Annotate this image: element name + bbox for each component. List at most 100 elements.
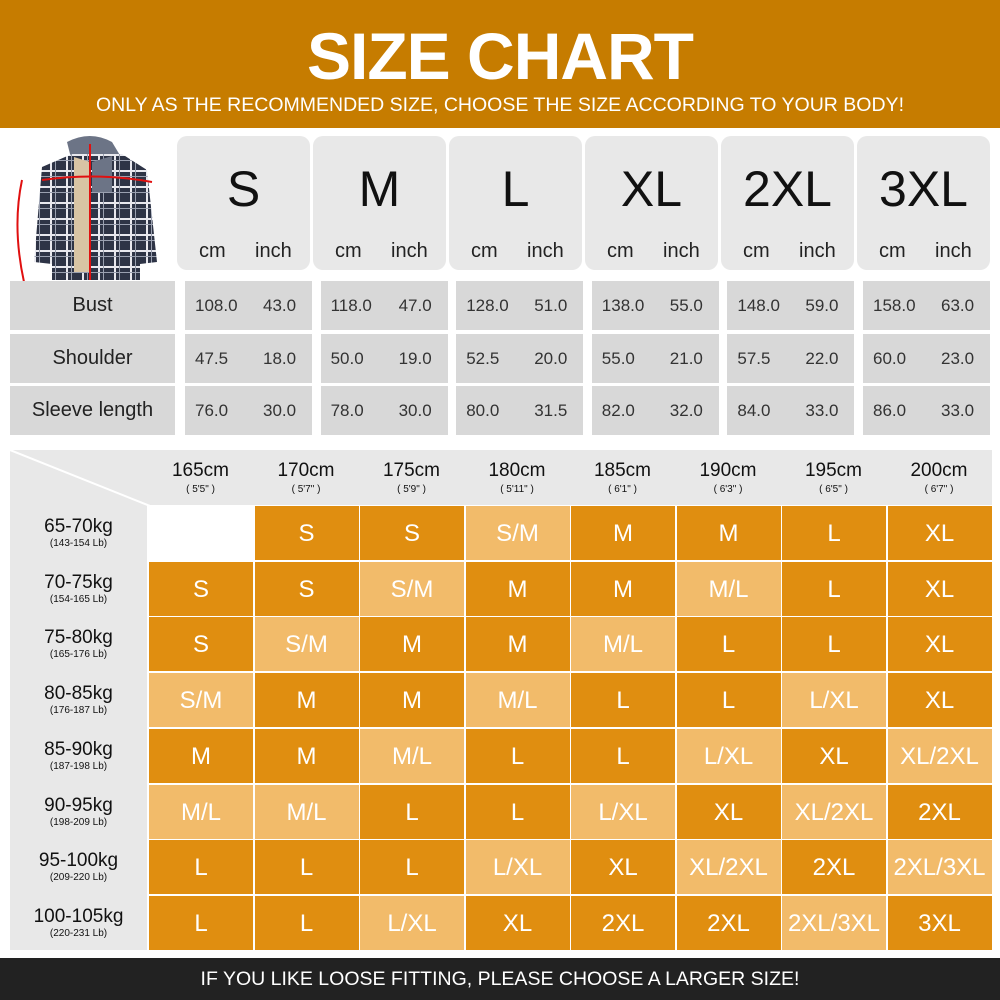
size-cell: M bbox=[465, 617, 570, 672]
size-cell: M bbox=[254, 673, 359, 728]
value-inch: 51.0 bbox=[534, 296, 568, 315]
size-cell: 2XL/3XL bbox=[887, 840, 992, 895]
size-cell: XL bbox=[887, 506, 992, 560]
size-cell: M bbox=[571, 561, 675, 616]
measure-value-cell: 47.5 18.0 bbox=[185, 334, 312, 383]
size-cell: S bbox=[360, 506, 464, 560]
measure-label: Bust bbox=[10, 281, 175, 330]
measure-value-cell: 158.0 63.0 bbox=[863, 281, 990, 330]
size-cell: S bbox=[254, 506, 359, 560]
measure-value-cell: 82.0 32.0 bbox=[591, 386, 719, 435]
height-header: 190cm ( 6'3" ) bbox=[676, 460, 781, 495]
measure-value-cell: 138.0 55.0 bbox=[591, 281, 719, 330]
height-ft: ( 5'9" ) bbox=[397, 484, 426, 495]
size-name: 2XL bbox=[743, 161, 832, 217]
size-cell: M/L bbox=[360, 728, 464, 783]
weight-lb: (143-154 Lb) bbox=[49, 538, 108, 549]
measure-value-cell: 84.0 33.0 bbox=[727, 386, 855, 435]
value-inch: 18.0 bbox=[263, 349, 297, 368]
value-cm: 57.5 bbox=[737, 349, 771, 368]
value-cm: 78.0 bbox=[330, 401, 364, 420]
jacket-image bbox=[16, 136, 157, 282]
size-cell: XL bbox=[676, 784, 781, 839]
size-cell: XL/2XL bbox=[676, 840, 781, 895]
height-header: 185cm ( 6'1" ) bbox=[570, 460, 675, 495]
size-cell: S bbox=[149, 617, 253, 672]
value-inch: 33.0 bbox=[805, 401, 839, 420]
weight-lb: (220-231 Lb) bbox=[49, 927, 108, 939]
size-cell: L/XL bbox=[782, 673, 886, 728]
unit-inch: inch bbox=[255, 240, 292, 262]
header-band bbox=[0, 0, 1000, 128]
measure-value-cell: 50.0 19.0 bbox=[320, 334, 448, 383]
size-cell: M/L bbox=[676, 561, 781, 616]
height-cm: 175cm bbox=[382, 460, 441, 481]
height-header: 170cm ( 5'7" ) bbox=[254, 460, 359, 495]
value-cm: 82.0 bbox=[601, 401, 635, 420]
size-header-3xl: 3XL cm inch bbox=[857, 136, 990, 270]
height-cm: 195cm bbox=[804, 460, 863, 481]
weight-label: 95-100kg (209-220 Lb) bbox=[10, 850, 147, 883]
value-cm: 108.0 bbox=[195, 296, 238, 315]
size-cell: 2XL bbox=[571, 895, 675, 950]
size-cell: L/XL bbox=[571, 784, 675, 839]
weight-label: 85-90kg (187-198 Lb) bbox=[10, 739, 147, 772]
height-cm: 200cm bbox=[910, 460, 968, 481]
weight-kg: 85-90kg bbox=[44, 738, 113, 760]
size-name: XL bbox=[620, 161, 683, 217]
size-cell: XL bbox=[887, 561, 992, 616]
unit-inch: inch bbox=[799, 240, 836, 262]
height-ft: ( 5'11" ) bbox=[500, 484, 534, 495]
weight-label: 90-95kg (198-209 Lb) bbox=[10, 795, 147, 828]
value-cm: 138.0 bbox=[601, 296, 645, 315]
measure-value-cell: 128.0 51.0 bbox=[456, 281, 584, 330]
weight-kg: 90-95kg bbox=[44, 794, 113, 816]
size-cell: L bbox=[782, 561, 886, 616]
value-inch: 59.0 bbox=[805, 296, 839, 315]
size-cell: S/M bbox=[465, 506, 570, 560]
value-inch: 30.0 bbox=[263, 401, 297, 420]
height-cm: 185cm bbox=[593, 460, 652, 481]
value-cm: 50.0 bbox=[330, 349, 364, 368]
height-header-row bbox=[10, 450, 992, 505]
weight-label: 65-70kg (143-154 Lb) bbox=[10, 516, 147, 549]
height-header: 200cm ( 6'7" ) bbox=[887, 460, 992, 495]
size-cell: 2XL bbox=[676, 895, 781, 950]
unit-inch: inch bbox=[935, 240, 972, 262]
size-cell: XL bbox=[465, 895, 570, 950]
size-cell: M bbox=[360, 673, 464, 728]
measure-value-cell: 55.0 21.0 bbox=[591, 334, 719, 383]
size-cell: L bbox=[254, 895, 359, 950]
value-inch: 33.0 bbox=[941, 401, 975, 420]
weight-lb: (165-176 Lb) bbox=[49, 649, 108, 661]
height-cm: 165cm bbox=[171, 460, 230, 481]
unit-cm: cm bbox=[879, 240, 906, 262]
value-inch: 20.0 bbox=[534, 349, 568, 368]
size-cell: XL bbox=[571, 840, 675, 895]
measure-value-cell: 148.0 59.0 bbox=[727, 281, 855, 330]
size-cell: 2XL/3XL bbox=[782, 895, 886, 950]
weight-kg: 70-75kg bbox=[44, 571, 113, 593]
size-cell: S bbox=[149, 561, 253, 616]
weight-lb: (154-165 Lb) bbox=[49, 593, 108, 605]
height-cm: 170cm bbox=[277, 460, 335, 481]
height-ft: ( 6'7" ) bbox=[924, 484, 954, 495]
value-inch: 63.0 bbox=[941, 296, 975, 315]
unit-cm: cm bbox=[607, 240, 634, 262]
unit-cm: cm bbox=[743, 240, 770, 262]
size-cell: L bbox=[676, 617, 781, 672]
value-cm: 76.0 bbox=[195, 401, 229, 420]
size-cell: L bbox=[465, 728, 570, 783]
size-cell: M/L bbox=[571, 617, 675, 672]
weight-kg: 75-80kg bbox=[44, 627, 113, 649]
size-cell: M/L bbox=[149, 784, 253, 839]
height-header: 175cm ( 5'9" ) bbox=[359, 460, 464, 495]
value-inch: 55.0 bbox=[669, 296, 703, 315]
footer-note: IF YOU LIKE LOOSE FITTING, PLEASE CHOOSE… bbox=[0, 958, 1000, 1000]
measure-value-cell: 108.0 43.0 bbox=[185, 281, 312, 330]
size-cell: L bbox=[571, 728, 675, 783]
measure-value-cell: 80.0 31.5 bbox=[456, 386, 584, 435]
weight-lb: (209-220 Lb) bbox=[49, 872, 108, 884]
